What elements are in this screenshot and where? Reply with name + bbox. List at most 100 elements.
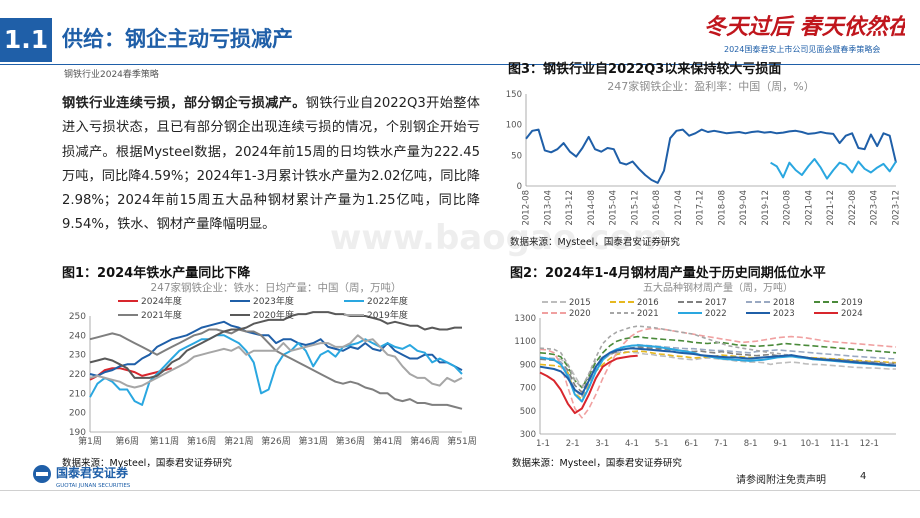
fig1-x-tick-label: 第36周 — [336, 435, 365, 447]
fig2-x-tick-label: 11-1 — [830, 439, 849, 449]
slogan-text: 冬天过后 春天依然在 — [704, 14, 905, 40]
fig3-y-tick-label: 0 — [517, 182, 522, 192]
fig2-y-tick-label: 1300 — [514, 314, 536, 324]
fig2-title: 图2：2024年1-4月钢材周产量处于历史同期低位水平 — [510, 266, 826, 281]
fig2-x-tick-label: 9-1 — [773, 439, 787, 449]
fig3-source: 数据来源：Mysteel，国泰君安证券研究 — [510, 237, 680, 248]
fig3-chart: 247家钢铁企业：盈利率：中国（周，%） 0 50 100 150 2012-08 2013… — [506, 79, 902, 226]
fig1-x-tick-label: 第6周 — [115, 435, 139, 447]
fig1-series-line-2020年度 — [89, 311, 462, 379]
fig1-legend-label: 2020年度 — [253, 309, 294, 321]
fig1-y-tick-label: 200 — [69, 409, 86, 419]
company-logo: 国泰君安证券 GUOTAI JUNAN SECURITIES — [33, 465, 131, 489]
disclaimer-note: 请参阅附注免责声明 — [736, 475, 826, 486]
fig2-x-tick-label: 3-1 — [595, 439, 609, 449]
fig2-legend-label: 2018 — [773, 298, 795, 308]
fig2-y-tick-label: 900 — [520, 360, 536, 370]
fig3-x-tick-label: 2019-12 — [761, 190, 771, 226]
fig1-legend-label: 2024年度 — [141, 295, 182, 307]
fig2-legend-label: 2024 — [841, 309, 863, 319]
fig2-legend-label: 2015 — [569, 298, 591, 308]
fig3-x-tick-label: 2019-04 — [739, 190, 749, 226]
fig3-x-tick-label: 2013-04 — [543, 190, 553, 226]
fig2-x-tick-label: 2-1 — [566, 439, 580, 449]
fig2-series-line-2023 — [539, 347, 897, 396]
fig3-x-tick-label: 2023-04 — [870, 190, 880, 226]
fig1-y-tick-label: 190 — [69, 428, 86, 438]
fig1-legend-label: 2019年度 — [367, 309, 408, 321]
watermark: www.baogao.com — [330, 218, 669, 258]
fig1-y-tick-label: 230 — [69, 351, 86, 361]
fig2-x-tick-label: 1-1 — [536, 439, 550, 449]
fig3-x-tick-label: 2022-08 — [848, 190, 858, 226]
fig3-x-tick-label: 2018-08 — [717, 190, 727, 226]
page-subtitle: 钢铁行业2024春季策略 — [64, 70, 159, 80]
fig1-x-tick-label: 第46周 — [410, 435, 439, 447]
fig3-x-tick-label: 2012-08 — [522, 190, 532, 226]
fig3-y-tick-label: 50 — [511, 151, 522, 161]
fig3-title: 图3：钢铁行业自2022Q3以来保持较大亏损面 — [508, 62, 782, 77]
body-text: 钢铁行业自2022Q3开始整体进入亏损状态，且已有部分钢企出现连续亏损的情况，个… — [62, 96, 480, 233]
fig2-legend-label: 2016 — [637, 298, 659, 308]
fig1-y-tick-label: 210 — [69, 389, 86, 399]
fig1-chart: 247家钢铁企业：铁水：日均产量：中国（周，万吨） 190 200 210 220 230… — [69, 281, 477, 447]
fig2-y-tick-label: 500 — [520, 407, 536, 417]
fig2-series-line-2021 — [539, 325, 897, 389]
fig3-x-tick-label: 2017-04 — [674, 190, 684, 226]
fig2-y-tick-label: 700 — [520, 384, 536, 394]
fig2-legend-label: 2022 — [705, 309, 727, 319]
fig1-chart-title: 247家钢铁企业：铁水：日均产量：中国（周，万吨） — [150, 281, 401, 294]
fig2-legend-label: 2021 — [637, 309, 659, 319]
fig1-source: 数据来源：Mysteel，国泰君安证券研究 — [62, 458, 232, 469]
logo-text-cn: 国泰君安证券 — [56, 465, 129, 480]
fig3-x-tick-label: 2021-12 — [826, 190, 836, 226]
fig2-chart-title: 五大品种钢材周产量（周，万吨） — [643, 281, 793, 294]
fig1-y-tick-label: 220 — [69, 370, 86, 380]
fig1-y-tick-label: 240 — [69, 331, 86, 341]
fig3-x-tick-label: 2020-08 — [783, 190, 793, 226]
page-title: 供给：钢企主动亏损减产 — [62, 27, 293, 51]
fig3-x-tick-label: 2017-12 — [696, 190, 706, 226]
fig2-legend-label: 2023 — [773, 309, 795, 319]
fig2-x-tick-label: 12-1 — [860, 439, 879, 449]
fig1-x-tick-label: 第51周 — [447, 435, 476, 447]
fig1-y-tick-label: 250 — [69, 312, 86, 322]
fig3-y-tick-label: 100 — [506, 121, 522, 131]
fig1-x-tick-label: 第26周 — [261, 435, 290, 447]
fig2-source: 数据来源：Mysteel，国泰君安证券研究 — [512, 458, 682, 469]
fig2-y-tick-label: 1100 — [514, 337, 536, 347]
fig3-y-tick-label: 150 — [506, 90, 522, 100]
fig1-x-tick-label: 第31周 — [298, 435, 327, 447]
fig2-x-tick-label: 5-1 — [655, 439, 669, 449]
fig2-legend-label: 2019 — [841, 298, 863, 308]
fig2-x-tick-label: 6-1 — [684, 439, 698, 449]
fig3-x-tick-label: 2014-08 — [587, 190, 597, 226]
fig1-x-tick-label: 第16周 — [187, 435, 216, 447]
fig3-x-tick-label: 2013-12 — [565, 190, 575, 226]
fig1-x-tick-label: 第21周 — [224, 435, 253, 447]
fig3-series-line-0 — [525, 128, 897, 184]
fig1-series-line-2019年度 — [89, 334, 463, 389]
body-paragraph: 钢铁行业连续亏损，部分钢企亏损减产。钢铁行业自2022Q3开始整体进入亏损状态，… — [62, 92, 480, 238]
fig2-x-tick-label: 7-1 — [714, 439, 728, 449]
fig1-x-tick-label: 第41周 — [373, 435, 402, 447]
slogan-subtitle: 2024国泰君安上市公司见面会暨春季策略会 — [724, 45, 881, 54]
fig3-x-tick-label: 2015-04 — [609, 190, 619, 226]
fig2-y-tick-label: 300 — [520, 430, 536, 440]
fig1-legend-label: 2021年度 — [141, 309, 182, 321]
fig2-series-line-2024 — [539, 354, 638, 415]
fig3-x-tick-label: 2021-04 — [804, 190, 814, 226]
fig2-chart: 五大品种钢材周产量（周，万吨） 300 500 700 900 1100 1300 1-1 2-… — [514, 281, 897, 449]
fig2-series-line-2020 — [539, 327, 897, 419]
page-number: 4 — [860, 471, 867, 482]
fig1-x-tick-label: 第11周 — [150, 435, 179, 447]
fig1-legend-label: 2023年度 — [253, 295, 294, 307]
fig1-series-line-2022年度 — [89, 334, 463, 406]
fig2-x-tick-label: 10-1 — [800, 439, 819, 449]
fig3-chart-title: 247家钢铁企业：盈利率：中国（周，%） — [607, 79, 814, 93]
fig3-series-line-1 — [770, 158, 897, 180]
body-lead: 钢铁行业连续亏损，部分钢企亏损减产。 — [62, 96, 306, 111]
fig2-x-tick-label: 8-1 — [744, 439, 758, 449]
section-number: 1.1 — [0, 18, 52, 62]
logo-text-en: GUOTAI JUNAN SECURITIES — [56, 483, 131, 489]
